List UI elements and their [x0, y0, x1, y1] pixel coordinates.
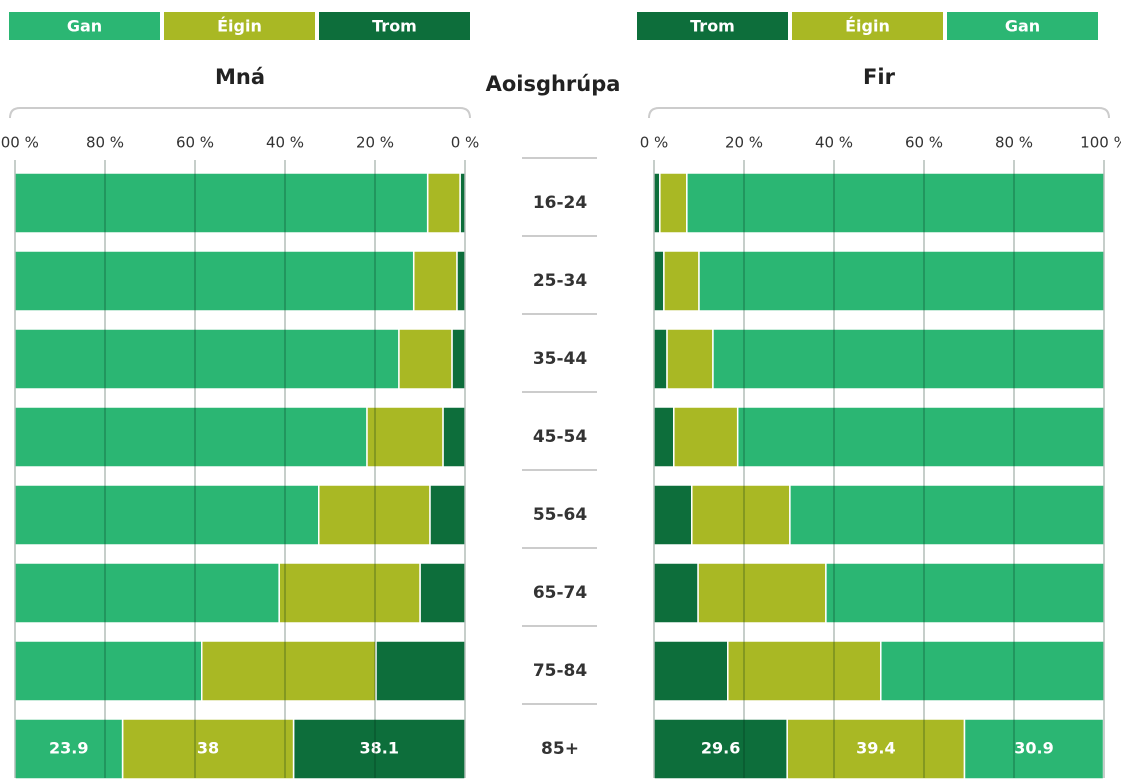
legend-label: Trom [372, 17, 417, 36]
bar-segment [426, 172, 461, 234]
legend-swatch [637, 12, 788, 40]
x-tick-label: 80 % [86, 134, 124, 152]
x-tick-label: 60 % [176, 134, 214, 152]
bar-segment [698, 250, 1105, 312]
category-label: 35-44 [533, 349, 588, 369]
bar-segment [201, 640, 377, 702]
bar-segment [659, 172, 688, 234]
legend-swatch [9, 12, 160, 40]
x-tick-label: 40 % [266, 134, 304, 152]
chart-title: Fir [863, 65, 896, 89]
bar-segment [880, 640, 1105, 702]
value-label: 38 [197, 739, 219, 758]
bracket [9, 107, 471, 119]
value-label: 30.9 [1014, 739, 1053, 758]
x-tick-label: 0 % [640, 134, 669, 152]
legend-label: Trom [690, 17, 735, 36]
category-label: 25-34 [533, 271, 588, 291]
bar-segment [14, 640, 203, 702]
bar-segment [691, 484, 791, 546]
legend-swatch [164, 12, 315, 40]
bar-segment [398, 328, 453, 390]
bar-segment [673, 406, 739, 468]
bar-segment [14, 328, 400, 390]
bar-segment [14, 406, 368, 468]
x-tick-label: 80 % [995, 134, 1033, 152]
bar-segment [825, 562, 1105, 624]
bar-segment [419, 562, 466, 624]
bar-segment [14, 484, 320, 546]
bar-segment [786, 718, 966, 780]
category-label: 45-54 [533, 427, 588, 447]
bar-segment [14, 250, 415, 312]
category-label: 85+ [541, 739, 579, 759]
bar-segment [653, 250, 665, 312]
bar-segment [429, 484, 466, 546]
bar-segment [653, 562, 699, 624]
bar-segment [653, 640, 729, 702]
bar-segment [686, 172, 1105, 234]
bar-segment [697, 562, 827, 624]
value-label: 39.4 [856, 739, 895, 758]
bar-segment [278, 562, 421, 624]
bar-segment [451, 328, 466, 390]
legend-swatch [947, 12, 1098, 40]
x-tick-label: 100 % [0, 134, 39, 152]
value-label: 23.9 [49, 739, 88, 758]
bar-segment [789, 484, 1105, 546]
bar-segment [653, 484, 693, 546]
x-tick-label: 20 % [725, 134, 763, 152]
bar-segment [14, 718, 124, 780]
category-label: 65-74 [533, 583, 588, 603]
bar-segment [653, 718, 788, 780]
bar-segment [653, 406, 675, 468]
bar-segment [727, 640, 882, 702]
bracket [648, 107, 1110, 119]
value-label: 29.6 [701, 739, 740, 758]
bar-segment [663, 250, 700, 312]
bar-segment [366, 406, 444, 468]
bar-segment [412, 250, 458, 312]
bar-segment [375, 640, 466, 702]
bar-segment [963, 718, 1105, 780]
bar-segment [653, 172, 661, 234]
category-label: 16-24 [533, 193, 588, 213]
legend-label: Gan [67, 17, 102, 36]
bar-segment [712, 328, 1105, 390]
bar-segment [666, 328, 714, 390]
x-tick-label: 40 % [815, 134, 853, 152]
legend-label: Gan [1005, 17, 1040, 36]
x-tick-label: 20 % [356, 134, 394, 152]
bar-segment [14, 172, 429, 234]
legend-swatch [319, 12, 470, 40]
bar-segment [14, 562, 280, 624]
legend-label: Éigin [217, 17, 262, 36]
legend-swatch [792, 12, 943, 40]
chart-title: Mná [215, 65, 265, 89]
x-tick-label: 0 % [451, 134, 480, 152]
category-label: 55-64 [533, 505, 588, 525]
bar-segment [653, 328, 668, 390]
x-tick-label: 60 % [905, 134, 943, 152]
bar-segment [442, 406, 466, 468]
legend-label: Éigin [845, 17, 890, 36]
category-label: 75-84 [533, 661, 588, 681]
bar-segment [318, 484, 431, 546]
bar-segment [736, 406, 1105, 468]
value-label: 38.1 [360, 739, 399, 758]
axis-label: Aoisghrúpa [486, 72, 621, 96]
x-tick-label: 100 % [1080, 134, 1121, 152]
bar-segment [456, 250, 466, 312]
